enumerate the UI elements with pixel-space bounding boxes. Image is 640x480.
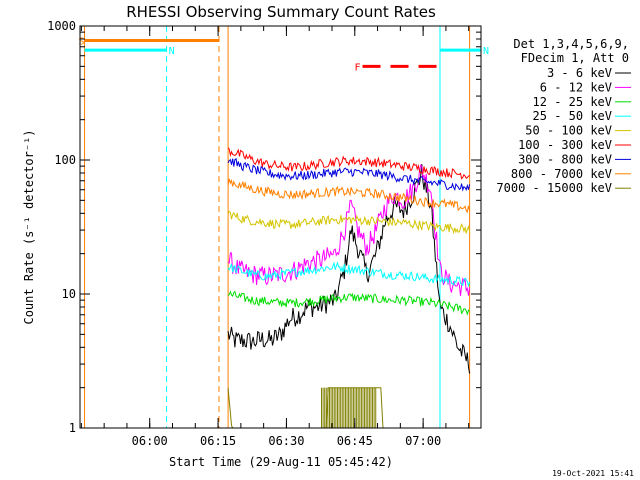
x-axis-label: Start Time (29-Aug-11 05:45:42) [169,455,393,469]
legend-entry-label: 100 - 300 keV [518,138,612,152]
y-tick-label: 1000 [47,19,76,33]
flag-label-n-1: N [169,46,175,57]
chart-title: RHESSI Observing Summary Count Rates [126,3,436,21]
legend-header-line-2: FDecim 1, Att 0 [521,51,629,65]
legend-entry-label: 7000 - 15000 keV [496,181,612,195]
series-line-1 [227,164,471,297]
x-tick-label: 06:45 [337,434,373,448]
plot-frame [79,25,482,429]
y-tick-label: 100 [54,153,76,167]
flag-label-s-0: S [79,36,85,47]
series-line-4 [227,210,471,235]
y-axis-label: Count Rate (s⁻¹ detector⁻¹) [22,129,36,324]
series-line-5 [227,147,470,180]
series-line-7 [227,178,471,214]
flag-label-f-3: F [355,62,361,73]
x-tick-label: 06:00 [132,434,168,448]
footer-timestamp: 19-Oct-2021 15:41 [552,469,634,478]
y-tick-label: 10 [62,287,76,301]
series-line-2 [227,290,470,316]
flag-label-n-2: N [483,46,489,57]
legend-entry-label: 3 - 6 keV [547,66,612,80]
legend-entry-label: 800 - 7000 keV [511,167,612,181]
series-line-6 [227,158,471,192]
legend-entry-label: 12 - 25 keV [533,95,612,109]
x-tick-label: 06:15 [200,434,236,448]
legend-entry-label: 25 - 50 keV [533,109,612,123]
legend: Det 1,3,4,5,6,9, FDecim 1, Att 0 3 - 6 k… [496,37,631,195]
y-tick-label: 1 [69,421,76,435]
axes-layer: 1 10 100 1000 06:00 06:15 06:30 06:45 07:00 [47,19,481,448]
legend-entry-label: 300 - 800 keV [518,152,612,166]
x-tick-label: 07:00 [405,434,441,448]
legend-entry-label: 50 - 100 keV [525,124,612,138]
plot-layer: S N N F [79,26,489,429]
series-line-3 [227,261,471,288]
series-line-0 [227,164,471,374]
legend-header-line-1: Det 1,3,4,5,6,9, [513,37,629,51]
legend-entry-label: 6 - 12 keV [540,80,612,94]
x-tick-label: 06:30 [268,434,304,448]
